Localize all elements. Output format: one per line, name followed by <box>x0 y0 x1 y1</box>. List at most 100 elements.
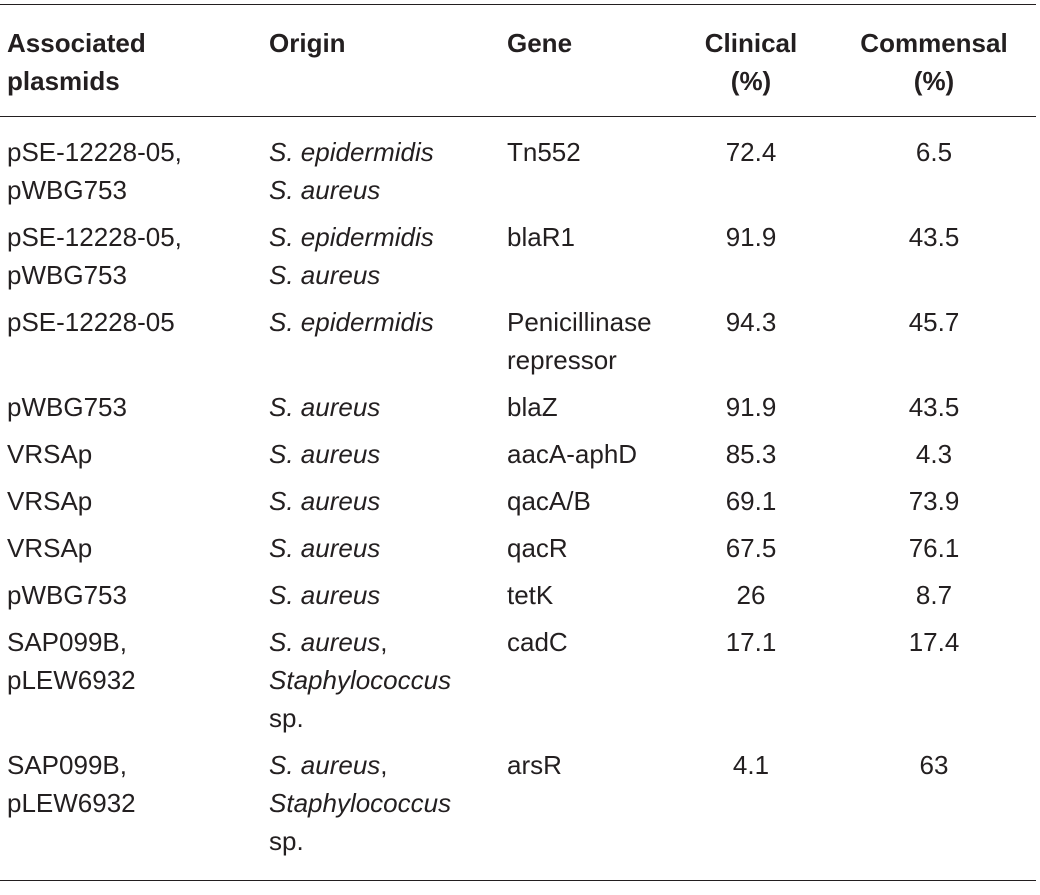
cell-associated-plasmids: pWBG753 <box>0 576 262 623</box>
species-name: S. aureus <box>269 439 381 469</box>
gene-name: repressor <box>507 345 617 375</box>
cell-commensal-percent: 6.5 <box>915 137 953 167</box>
table-body: pSE-12228-05, pWBG753 S. epidermidis S. aur… <box>0 117 1036 881</box>
species-name: S. aureus <box>269 627 381 657</box>
header-line: (%) <box>913 66 955 96</box>
species-name: S. aureus <box>269 533 381 563</box>
cell-gene: Tn552 <box>500 117 670 219</box>
cell-clinical-percent: 4.1 <box>732 750 770 780</box>
cell-gene: qacR <box>500 529 670 576</box>
table-row: VRSAp S. aureus aacA-aphD 85.3 4.3 <box>0 435 1036 482</box>
header-line: (%) <box>730 66 772 96</box>
gene-name: Penicillinase <box>507 307 652 337</box>
gene-name: qacA/B <box>507 486 591 516</box>
cell-clinical-percent: 67.5 <box>725 533 777 563</box>
plasmid-name: pWBG753 <box>7 175 127 205</box>
cell-commensal-percent: 63 <box>919 750 949 780</box>
plasmid-gene-table-container: Associated plasmids Origin Gene Clinical… <box>0 4 1036 881</box>
gene-name: tetK <box>507 580 554 610</box>
cell-gene: arsR <box>500 746 670 881</box>
cell-associated-plasmids: pSE-12228-05, pWBG753 <box>0 218 262 303</box>
plasmid-name: pWBG753 <box>7 580 127 610</box>
header-line: Commensal <box>860 28 1008 58</box>
species-name: S. aureus <box>269 486 381 516</box>
gene-name: qacR <box>507 533 568 563</box>
species-name: S. epidermidis <box>269 222 434 252</box>
origin-suffix: , <box>380 627 388 657</box>
cell-associated-plasmids: pSE-12228-05 <box>0 303 262 388</box>
cell-origin: S. aureus <box>262 388 500 435</box>
origin-suffix: sp. <box>269 826 304 856</box>
header-gene: Gene <box>507 28 573 58</box>
species-name: S. aureus <box>269 260 381 290</box>
cell-clinical-percent: 94.3 <box>725 307 777 337</box>
cell-commensal-percent: 17.4 <box>908 627 960 657</box>
origin-line: S. aureus <box>269 529 500 567</box>
header-origin: Origin <box>269 28 346 58</box>
origin-line: S. epidermidis <box>269 218 500 256</box>
table-row: pSE-12228-05, pWBG753 S. epidermidis S. aur… <box>0 218 1036 303</box>
origin-line: S. aureus, <box>269 623 500 661</box>
cell-commensal-percent: 4.3 <box>915 439 953 469</box>
cell-clinical-percent: 91.9 <box>725 392 777 422</box>
species-name: S. aureus <box>269 750 381 780</box>
cell-clinical-percent: 72.4 <box>725 137 777 167</box>
cell-origin: S. epidermidis S. aureus <box>262 117 500 219</box>
cell-associated-plasmids: SAP099B, pLEW6932 <box>0 746 262 881</box>
cell-gene: qacA/B <box>500 482 670 529</box>
header-line: plasmids <box>7 66 120 96</box>
cell-gene: blaR1 <box>500 218 670 303</box>
gene-name: blaR1 <box>507 222 575 252</box>
cell-origin: S. aureus, Staphylococcus sp. <box>262 746 500 881</box>
species-name: S. epidermidis <box>269 307 434 337</box>
origin-line: S. aureus <box>269 435 500 473</box>
species-name: S. aureus <box>269 175 381 205</box>
origin-line: S. aureus <box>269 256 500 294</box>
header-row: Associated plasmids Origin Gene Clinical… <box>0 4 1036 117</box>
cell-gene: cadC <box>500 623 670 746</box>
species-name: S. aureus <box>269 580 381 610</box>
origin-line: sp. <box>269 822 500 860</box>
plasmid-name: SAP099B, <box>7 750 127 780</box>
cell-commensal-percent: 45.7 <box>908 307 960 337</box>
cell-origin: S. aureus, Staphylococcus sp. <box>262 623 500 746</box>
cell-gene: tetK <box>500 576 670 623</box>
header-line: Associated <box>7 28 146 58</box>
plasmid-name: VRSAp <box>7 486 93 516</box>
species-name: S. aureus <box>269 392 381 422</box>
cell-associated-plasmids: pWBG753 <box>0 388 262 435</box>
table-row: pWBG753 S. aureus tetK 26 8.7 <box>0 576 1036 623</box>
plasmid-name: pLEW6932 <box>7 665 136 695</box>
cell-commensal-percent: 73.9 <box>908 486 960 516</box>
cell-associated-plasmids: VRSAp <box>0 435 262 482</box>
cell-origin: S. aureus <box>262 529 500 576</box>
header-line: Clinical <box>704 28 798 58</box>
table-row: pSE-12228-05, pWBG753 S. epidermidis S. aur… <box>0 117 1036 219</box>
cell-commensal-percent: 8.7 <box>915 580 953 610</box>
table-row: VRSAp S. aureus qacA/B 69.1 73.9 <box>0 482 1036 529</box>
origin-line: S. aureus <box>269 171 500 209</box>
plasmid-name: pSE-12228-05 <box>7 307 175 337</box>
species-name: S. epidermidis <box>269 137 434 167</box>
gene-name: blaZ <box>507 392 558 422</box>
origin-line: S. aureus, <box>269 746 500 784</box>
plasmid-name: pLEW6932 <box>7 788 136 818</box>
cell-clinical-percent: 17.1 <box>725 627 777 657</box>
cell-clinical-percent: 91.9 <box>725 222 777 252</box>
origin-line: S. aureus <box>269 482 500 520</box>
cell-clinical-percent: 85.3 <box>725 439 777 469</box>
plasmid-name: pSE-12228-05, <box>7 137 182 167</box>
species-name: Staphylococcus <box>269 665 452 695</box>
cell-gene: aacA-aphD <box>500 435 670 482</box>
table-header: Associated plasmids Origin Gene Clinical… <box>0 4 1036 117</box>
cell-origin: S. aureus <box>262 576 500 623</box>
cell-origin: S. epidermidis S. aureus <box>262 218 500 303</box>
origin-line: sp. <box>269 699 500 737</box>
cell-commensal-percent: 43.5 <box>908 392 960 422</box>
plasmid-name: VRSAp <box>7 533 93 563</box>
origin-line: S. epidermidis <box>269 303 500 341</box>
cell-associated-plasmids: SAP099B, pLEW6932 <box>0 623 262 746</box>
cell-associated-plasmids: VRSAp <box>0 529 262 576</box>
plasmid-name: pWBG753 <box>7 392 127 422</box>
plasmid-name: pWBG753 <box>7 260 127 290</box>
